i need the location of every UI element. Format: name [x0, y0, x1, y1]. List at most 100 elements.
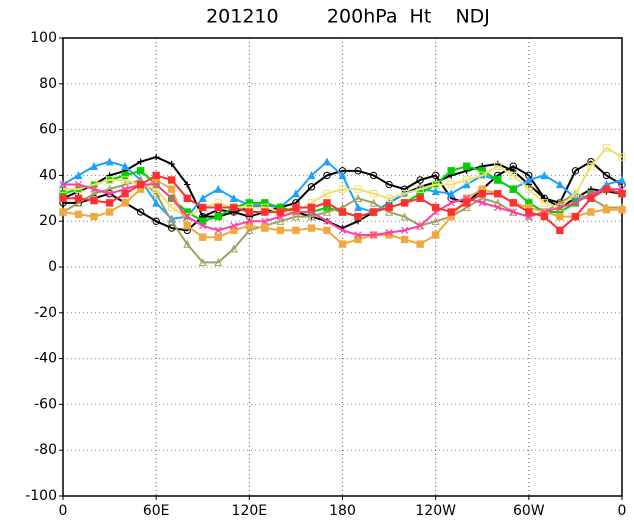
marker [431, 180, 440, 189]
marker [322, 157, 331, 166]
marker [540, 171, 549, 180]
marker [447, 180, 455, 189]
marker [478, 190, 486, 198]
marker [167, 176, 176, 184]
marker [431, 231, 440, 239]
marker [59, 180, 67, 189]
marker [524, 175, 533, 184]
y-tick-label: -20 [34, 305, 57, 321]
marker [385, 180, 393, 189]
marker [183, 212, 191, 221]
marker [323, 171, 331, 180]
marker [59, 208, 67, 216]
marker [74, 185, 83, 193]
marker [354, 203, 363, 212]
marker [338, 185, 347, 193]
marker [214, 226, 222, 234]
marker [556, 212, 564, 221]
marker [494, 190, 502, 198]
marker [74, 198, 83, 207]
marker [555, 180, 564, 189]
marker [230, 203, 238, 212]
marker [338, 226, 347, 234]
marker [261, 199, 269, 207]
marker [105, 190, 114, 198]
marker [198, 258, 207, 267]
marker [571, 190, 580, 198]
marker [571, 167, 580, 175]
marker [199, 233, 207, 241]
marker [230, 222, 238, 230]
marker [338, 171, 347, 180]
x-tick-label: 60E [143, 503, 170, 519]
marker [291, 212, 300, 221]
marker [431, 216, 440, 225]
marker [525, 208, 533, 216]
marker [152, 171, 160, 180]
marker [447, 208, 455, 216]
marker [74, 171, 83, 180]
marker [276, 226, 285, 235]
marker [183, 222, 191, 230]
marker [90, 196, 98, 205]
marker [571, 199, 580, 207]
y-tick-label: -80 [34, 442, 57, 458]
marker [447, 199, 455, 207]
marker [323, 226, 331, 235]
marker [338, 208, 347, 216]
plot-frame [62, 37, 623, 497]
marker [323, 199, 331, 207]
x-tick-label: 0 [618, 503, 627, 519]
marker [121, 180, 130, 189]
marker [587, 162, 595, 170]
marker [90, 185, 98, 193]
marker [307, 183, 316, 191]
marker [307, 203, 316, 212]
marker [245, 226, 254, 235]
marker [400, 235, 409, 244]
marker [369, 190, 378, 198]
y-tick-label: -60 [34, 396, 57, 412]
marker [137, 158, 144, 165]
marker [292, 203, 300, 212]
marker [136, 180, 145, 189]
x-tick-label: 180 [329, 503, 356, 519]
marker [105, 176, 114, 184]
marker [431, 187, 440, 196]
marker [136, 167, 145, 175]
marker [214, 203, 222, 212]
marker [74, 210, 83, 219]
marker [307, 212, 316, 221]
marker [587, 208, 595, 216]
marker [416, 176, 424, 184]
marker [214, 212, 222, 221]
marker [90, 180, 98, 189]
marker [416, 194, 424, 203]
marker [152, 180, 160, 189]
marker [509, 171, 518, 180]
line [63, 160, 623, 232]
marker [183, 194, 191, 203]
x-tick-label: 60W [513, 503, 545, 519]
marker [602, 171, 611, 180]
marker [400, 226, 409, 234]
x-tick-label: 0 [59, 503, 68, 519]
marker [556, 226, 564, 235]
marker [214, 258, 223, 267]
marker [307, 224, 316, 232]
marker [136, 208, 145, 216]
marker [90, 212, 98, 221]
y-tick-label: 100 [30, 30, 57, 46]
marker [199, 222, 207, 230]
marker [478, 167, 486, 175]
marker [494, 162, 502, 170]
y-tick-label: 20 [39, 213, 57, 229]
marker [121, 171, 129, 180]
marker [168, 194, 176, 202]
marker [618, 153, 626, 161]
marker [369, 208, 378, 216]
marker [510, 167, 517, 175]
marker [152, 153, 160, 161]
marker [463, 162, 471, 170]
marker [105, 199, 114, 207]
